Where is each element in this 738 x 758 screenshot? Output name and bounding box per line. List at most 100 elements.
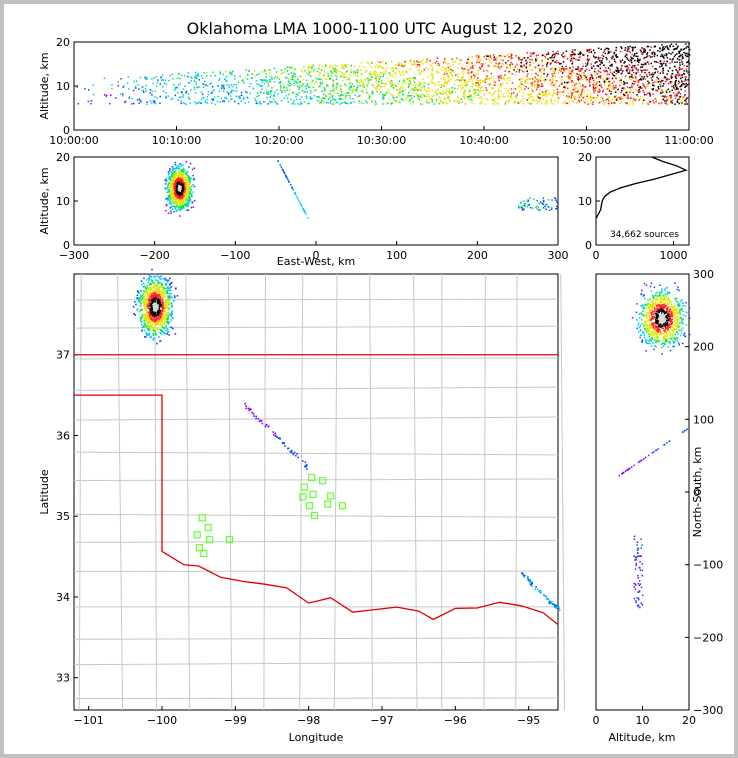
source-point bbox=[269, 81, 271, 83]
source-point bbox=[451, 74, 454, 77]
source-point bbox=[675, 93, 677, 95]
source-point bbox=[572, 49, 574, 51]
source-point bbox=[335, 71, 337, 74]
source-point bbox=[630, 85, 633, 87]
source-point bbox=[416, 97, 419, 100]
source-point bbox=[595, 56, 597, 58]
source-point bbox=[652, 88, 655, 90]
source-point bbox=[595, 71, 598, 74]
source-point bbox=[206, 72, 208, 74]
source-point bbox=[600, 71, 602, 73]
storm-source bbox=[151, 268, 153, 271]
source-point bbox=[173, 174, 176, 177]
source-point bbox=[566, 58, 569, 60]
source-point bbox=[641, 70, 643, 72]
storm-source bbox=[164, 318, 167, 321]
source-point bbox=[620, 46, 622, 48]
source-point bbox=[326, 75, 328, 77]
source-point bbox=[295, 95, 297, 98]
source-point bbox=[128, 97, 130, 100]
source-point bbox=[282, 87, 285, 90]
source-point bbox=[438, 63, 441, 65]
storm-source bbox=[170, 296, 172, 298]
source-point bbox=[443, 61, 445, 64]
storm-source bbox=[152, 333, 154, 335]
source-point bbox=[676, 95, 678, 97]
source-point bbox=[683, 48, 686, 50]
source-point bbox=[438, 81, 440, 83]
source-point bbox=[608, 51, 611, 54]
source-point bbox=[624, 55, 627, 58]
source-point bbox=[443, 77, 446, 79]
source-point bbox=[635, 99, 637, 101]
source-point bbox=[625, 97, 627, 99]
source-point bbox=[440, 86, 442, 88]
storm-source bbox=[153, 311, 156, 314]
source-point bbox=[182, 101, 184, 104]
source-point bbox=[633, 54, 636, 56]
plan-view-y-tick-label: 36 bbox=[56, 429, 70, 442]
source-point bbox=[223, 84, 225, 86]
source-point bbox=[413, 63, 416, 65]
source-point bbox=[216, 100, 219, 103]
source-point bbox=[321, 82, 323, 84]
source-point bbox=[626, 82, 628, 84]
source-point bbox=[564, 55, 566, 57]
storm-source bbox=[136, 297, 138, 299]
source-point bbox=[434, 62, 437, 64]
source-point bbox=[569, 67, 571, 69]
source-point bbox=[662, 56, 664, 58]
source-point bbox=[372, 92, 374, 94]
source-point bbox=[608, 77, 610, 80]
source-point bbox=[258, 420, 261, 423]
storm-source bbox=[138, 300, 140, 302]
source-point bbox=[204, 80, 206, 82]
storm-source bbox=[169, 295, 171, 298]
storm-source bbox=[162, 317, 164, 319]
source-point bbox=[302, 83, 305, 86]
source-point bbox=[626, 65, 628, 67]
source-point bbox=[567, 75, 569, 77]
source-point bbox=[349, 74, 351, 77]
source-point bbox=[165, 92, 167, 94]
source-point bbox=[401, 91, 403, 93]
source-point bbox=[450, 68, 452, 71]
source-point bbox=[392, 96, 394, 99]
source-point bbox=[438, 95, 440, 98]
source-point bbox=[269, 100, 271, 103]
source-point bbox=[477, 89, 480, 91]
source-point bbox=[521, 89, 523, 91]
source-point bbox=[424, 88, 426, 91]
source-point bbox=[640, 63, 643, 66]
source-point bbox=[530, 52, 532, 55]
source-point bbox=[556, 93, 558, 95]
storm-source bbox=[143, 302, 146, 305]
source-point bbox=[271, 90, 273, 92]
source-point bbox=[624, 75, 627, 77]
source-point bbox=[507, 77, 509, 80]
source-point bbox=[627, 46, 629, 48]
source-point bbox=[175, 196, 177, 198]
source-point bbox=[352, 89, 354, 91]
source-point bbox=[429, 64, 431, 66]
source-point bbox=[154, 102, 157, 105]
source-point bbox=[629, 60, 631, 63]
source-point bbox=[412, 63, 415, 66]
source-point bbox=[673, 48, 675, 51]
storm-source bbox=[140, 319, 142, 322]
source-point bbox=[632, 91, 635, 94]
source-point bbox=[651, 53, 653, 55]
source-point bbox=[189, 181, 191, 183]
source-point bbox=[171, 195, 174, 197]
source-point bbox=[531, 82, 533, 84]
source-point bbox=[654, 60, 656, 63]
source-point bbox=[192, 191, 194, 193]
source-point bbox=[354, 73, 357, 76]
source-point bbox=[343, 98, 345, 100]
source-point bbox=[553, 92, 555, 94]
lma-station-marker bbox=[198, 514, 206, 522]
source-point bbox=[523, 65, 525, 67]
source-point bbox=[442, 66, 444, 68]
source-point bbox=[600, 85, 602, 87]
source-point bbox=[193, 185, 196, 188]
